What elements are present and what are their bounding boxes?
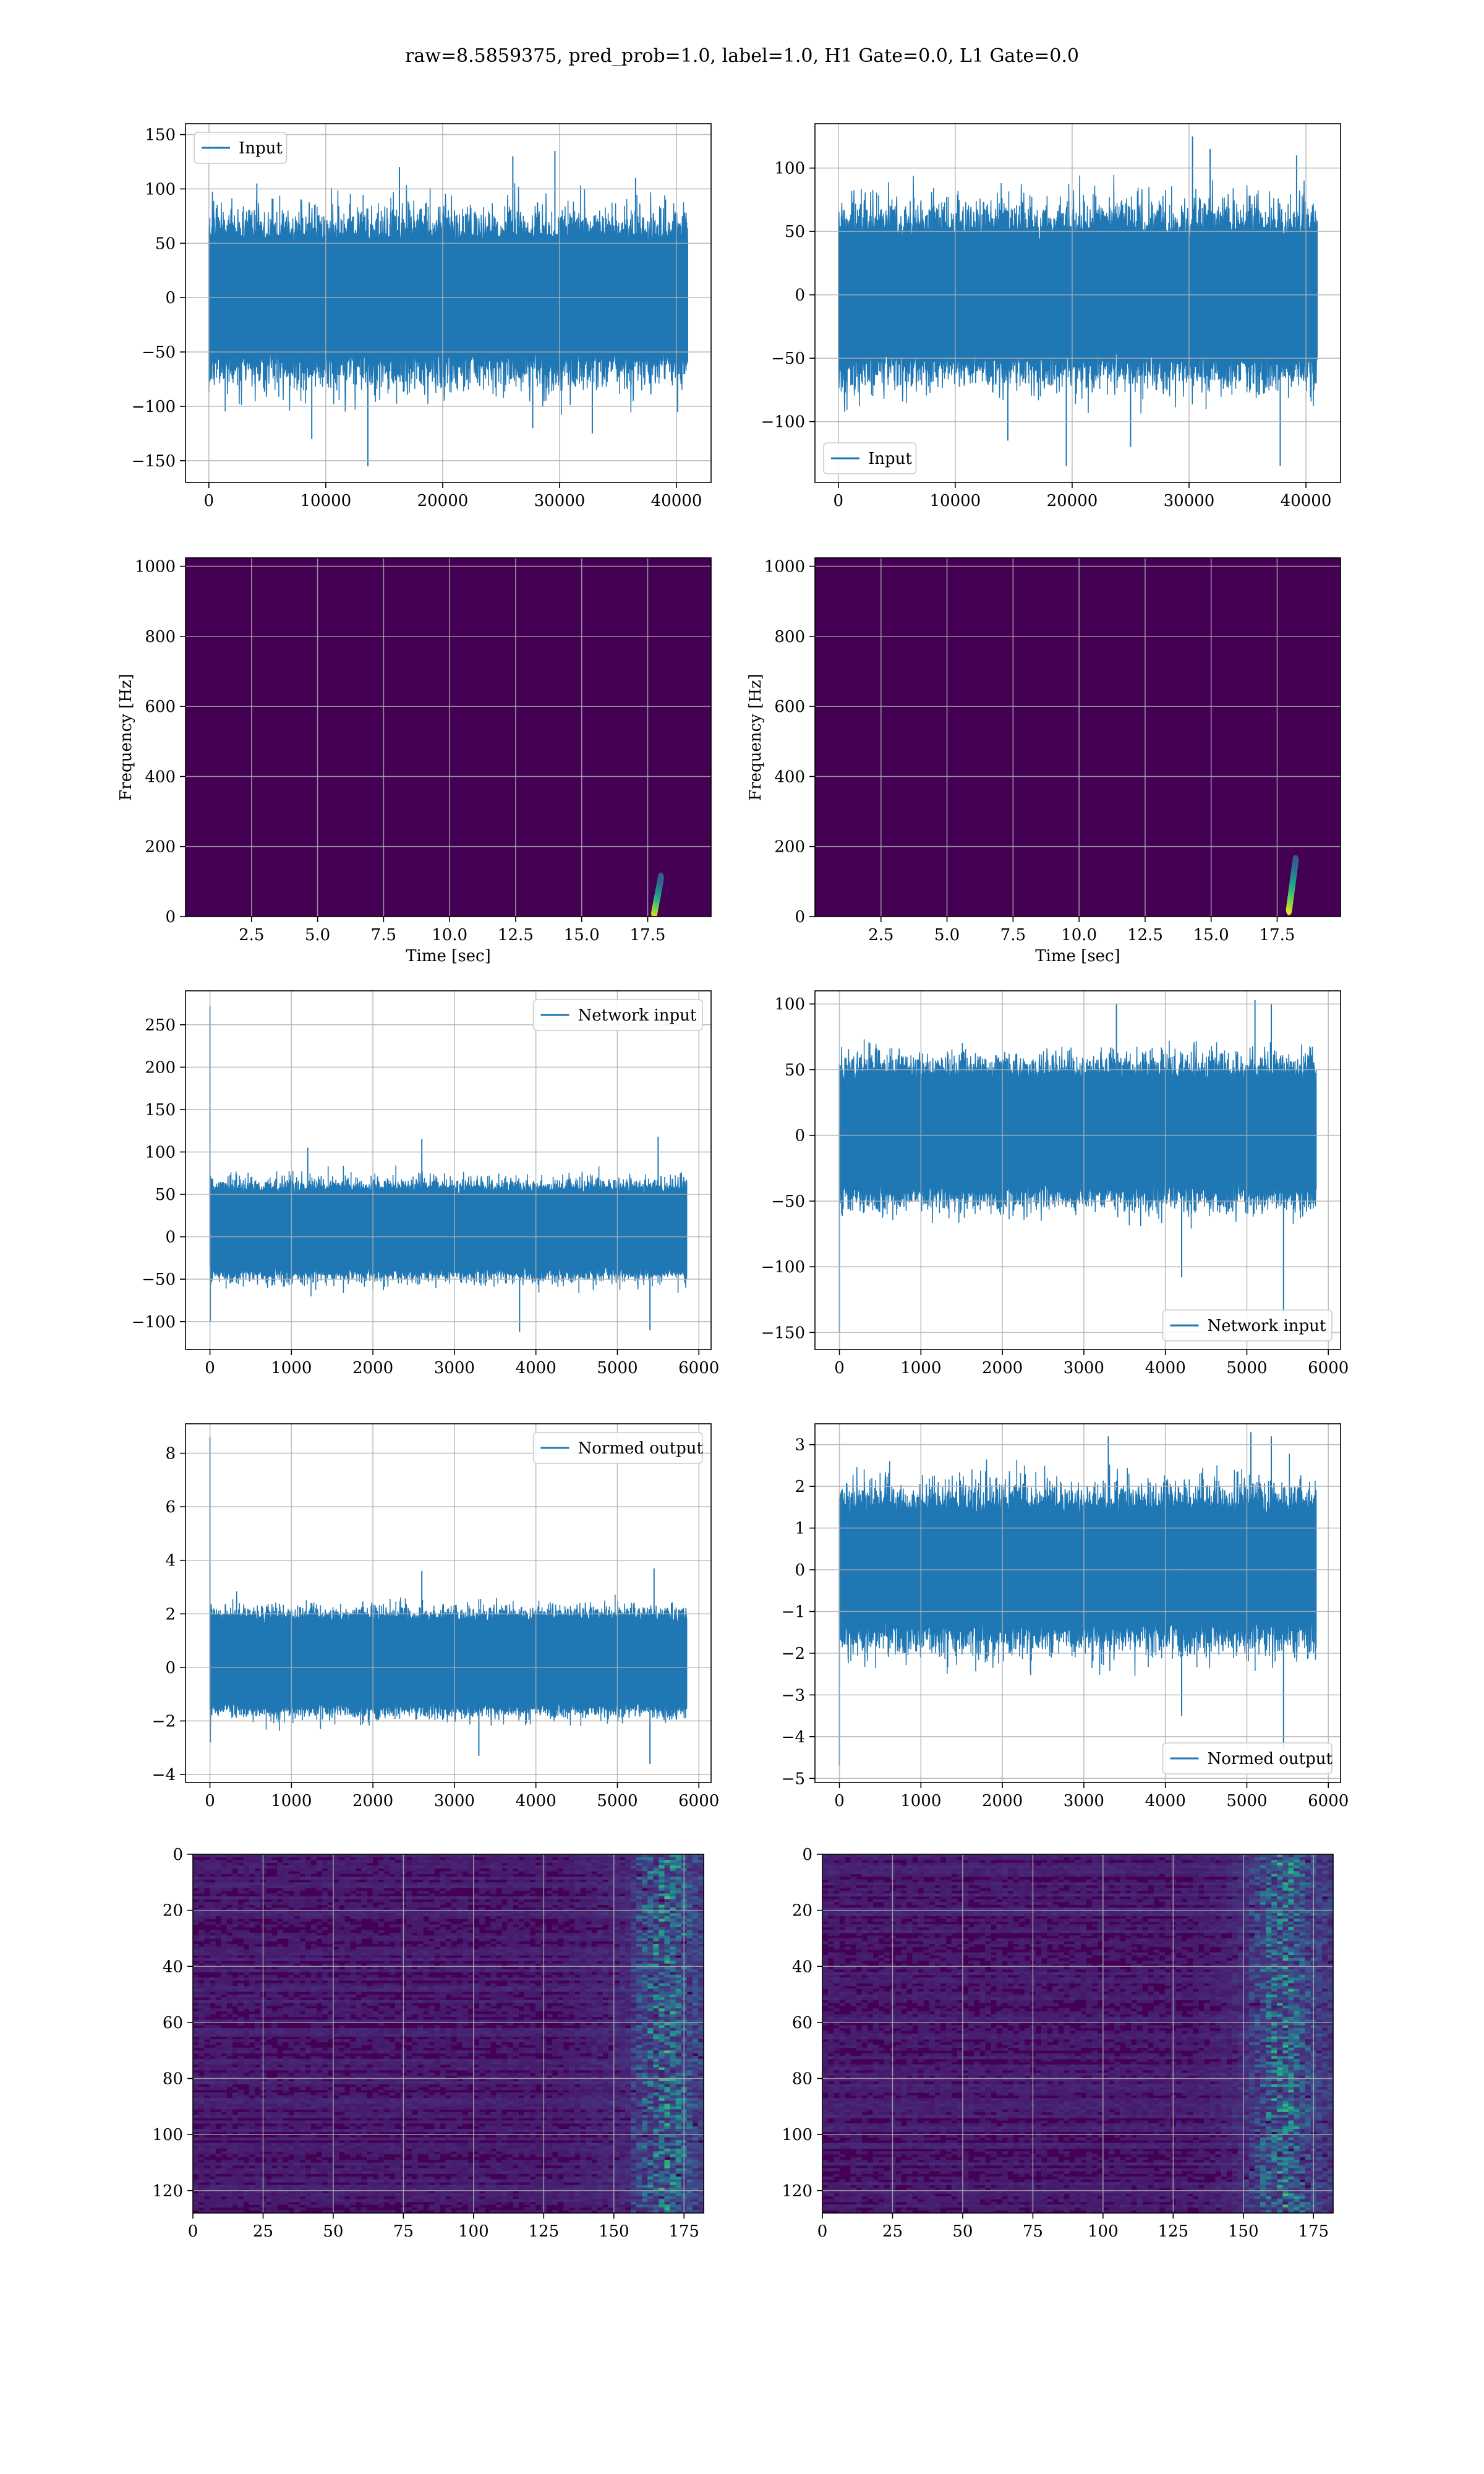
- y-tick-label: 100: [774, 160, 805, 178]
- y-tick-label: 0: [795, 286, 805, 305]
- x-tick-label: 20000: [417, 492, 469, 510]
- x-tick-label: 5.0: [305, 926, 330, 944]
- x-tick-label: 7.5: [371, 926, 396, 944]
- axes-frame: [185, 123, 712, 483]
- legend-label: Input: [239, 139, 283, 158]
- legend: Input: [194, 132, 288, 164]
- x-tick-label: 15.0: [564, 926, 600, 944]
- subplot-h1-spectrogram: 2.5 5.0 7.5 10.0 12.5 15.0 17.5 0 200 400 600 800 10…: [117, 557, 712, 965]
- chirp-mark: [657, 872, 664, 884]
- subplot-l1-input: 0 10000 20000 30000 40000 −100 −50 0 50 100 Input: [761, 123, 1341, 510]
- grid-l1-input: [815, 124, 1341, 482]
- y-tick-label: 50: [155, 234, 176, 253]
- heatmap-cells: [651, 872, 664, 917]
- legend: Input: [823, 442, 917, 474]
- x-tick-label: 0: [204, 492, 215, 510]
- x-tick-label: 30000: [1164, 492, 1215, 510]
- y-tick-label: −100: [761, 413, 805, 432]
- x-tick-label: 10000: [930, 492, 981, 510]
- x-tick-label: 40000: [1281, 492, 1332, 510]
- y-tick-label: 800: [145, 628, 176, 646]
- y-tick-label: 50: [785, 223, 805, 241]
- y-tick-label: −150: [132, 452, 176, 471]
- y-tick-label: 1000: [135, 558, 176, 576]
- y-tick-label: 0: [165, 289, 176, 307]
- series-l1-input: [838, 136, 1318, 466]
- y-axis-label: Frequency [Hz]: [117, 674, 135, 801]
- x-tick-label: 0: [834, 492, 844, 510]
- y-tick-label: −50: [771, 349, 805, 368]
- y-tick-label: 200: [145, 838, 176, 857]
- x-axis-label: Time [sec]: [406, 947, 491, 965]
- heatmap-background: [815, 558, 1341, 917]
- x-tick-label: 30000: [534, 492, 586, 510]
- subplots: 0 10000 20000 30000 40000−150−100−5005010015…: [117, 123, 1349, 2241]
- y-tick-label: −100: [132, 398, 176, 416]
- grid-h1-input: [186, 124, 711, 482]
- subplot-h1-input: 0 10000 20000 30000 40000 −150 −100 −50 0 50 100 15…: [132, 123, 712, 510]
- y-tick-label: −50: [142, 343, 176, 362]
- legend-box: [823, 442, 917, 474]
- figure-suptitle: raw=8.5859375, pred_prob=1.0, label=1.0,…: [405, 45, 1079, 67]
- axes-frame: [185, 557, 712, 917]
- y-tick-label: 0: [165, 908, 176, 927]
- legend-box: [194, 132, 288, 164]
- heatmap-cells: [1286, 855, 1299, 915]
- x-tick-label: 2.5: [239, 926, 264, 944]
- legend-label: Input: [868, 450, 912, 468]
- x-tick-label: 12.5: [498, 926, 534, 944]
- subplot-l1-spectrogram: 2.5 5.0 7.5 10.0 12.5 15.0 17.5020040060080010…: [746, 557, 1341, 965]
- y-tick-label: 100: [145, 180, 176, 199]
- y-tick-label: 600: [145, 698, 176, 716]
- y-tick-label: 150: [145, 126, 176, 145]
- axes-frame: [814, 123, 1341, 483]
- y-tick-label: 400: [145, 768, 176, 786]
- x-tick-label: 10.0: [432, 926, 467, 944]
- x-tick-label: 40000: [651, 492, 702, 510]
- x-tick-label: 17.5: [630, 926, 666, 944]
- x-tick-label: 20000: [1047, 492, 1098, 510]
- heatmap-background: [186, 558, 711, 917]
- x-tick-label: 10000: [301, 492, 352, 510]
